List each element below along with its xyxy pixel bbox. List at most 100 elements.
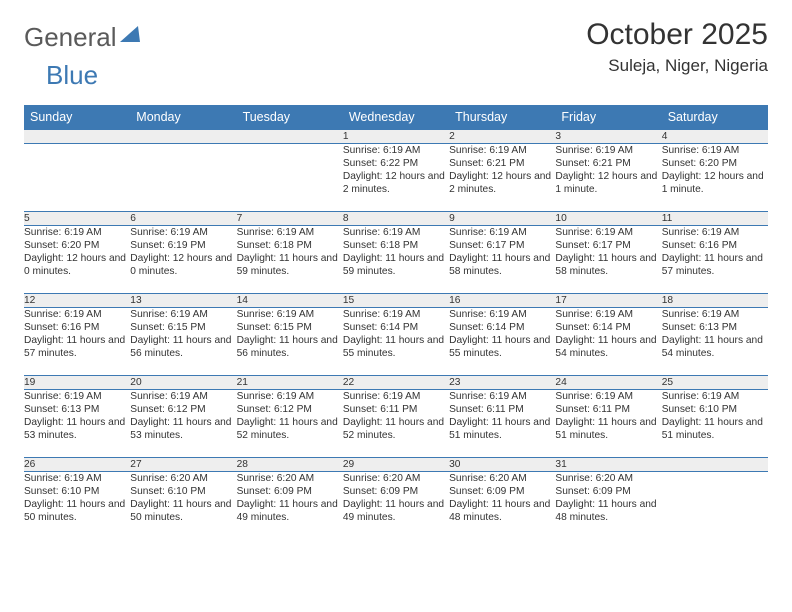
day-cell: Sunrise: 6:20 AMSunset: 6:09 PMDaylight:… bbox=[449, 472, 555, 540]
day-number: 25 bbox=[662, 376, 768, 390]
day-cell bbox=[24, 144, 130, 212]
day-number: 7 bbox=[237, 212, 343, 226]
sunset-text: Sunset: 6:13 PM bbox=[24, 403, 130, 416]
day-cell: Sunrise: 6:20 AMSunset: 6:10 PMDaylight:… bbox=[130, 472, 236, 540]
day-number: 15 bbox=[343, 294, 449, 308]
sunset-text: Sunset: 6:10 PM bbox=[130, 485, 236, 498]
daylight-text: Daylight: 11 hours and 54 minutes. bbox=[662, 334, 768, 360]
day-number: 10 bbox=[555, 212, 661, 226]
sunset-text: Sunset: 6:09 PM bbox=[555, 485, 661, 498]
calendar-body: 1234Sunrise: 6:19 AMSunset: 6:22 PMDayli… bbox=[24, 130, 768, 540]
daylight-text: Daylight: 11 hours and 57 minutes. bbox=[662, 252, 768, 278]
day-number: 14 bbox=[237, 294, 343, 308]
title-block: October 2025 Suleja, Niger, Nigeria bbox=[586, 18, 768, 76]
daylight-text: Daylight: 11 hours and 54 minutes. bbox=[555, 334, 661, 360]
sunset-text: Sunset: 6:10 PM bbox=[662, 403, 768, 416]
sunrise-text: Sunrise: 6:19 AM bbox=[343, 226, 449, 239]
daylight-text: Daylight: 11 hours and 58 minutes. bbox=[449, 252, 555, 278]
daylight-text: Daylight: 11 hours and 48 minutes. bbox=[449, 498, 555, 524]
day-number: 11 bbox=[662, 212, 768, 226]
day-cell: Sunrise: 6:19 AMSunset: 6:20 PMDaylight:… bbox=[24, 226, 130, 294]
daylight-text: Daylight: 12 hours and 1 minute. bbox=[662, 170, 768, 196]
day-number: 26 bbox=[24, 458, 130, 472]
sunrise-text: Sunrise: 6:20 AM bbox=[343, 472, 449, 485]
sunset-text: Sunset: 6:11 PM bbox=[343, 403, 449, 416]
day-cell bbox=[237, 144, 343, 212]
day-cell: Sunrise: 6:19 AMSunset: 6:11 PMDaylight:… bbox=[449, 390, 555, 458]
day-cell: Sunrise: 6:19 AMSunset: 6:13 PMDaylight:… bbox=[24, 390, 130, 458]
daylight-text: Daylight: 11 hours and 52 minutes. bbox=[343, 416, 449, 442]
day-cell: Sunrise: 6:19 AMSunset: 6:10 PMDaylight:… bbox=[662, 390, 768, 458]
daylight-text: Daylight: 11 hours and 55 minutes. bbox=[449, 334, 555, 360]
daylight-text: Daylight: 11 hours and 51 minutes. bbox=[662, 416, 768, 442]
day-number: 18 bbox=[662, 294, 768, 308]
day-cell: Sunrise: 6:19 AMSunset: 6:16 PMDaylight:… bbox=[662, 226, 768, 294]
day-number: 28 bbox=[237, 458, 343, 472]
calendar-table: Sunday Monday Tuesday Wednesday Thursday… bbox=[24, 105, 768, 540]
daynum-row: 19202122232425 bbox=[24, 376, 768, 390]
sunrise-text: Sunrise: 6:19 AM bbox=[130, 226, 236, 239]
daylight-text: Daylight: 11 hours and 49 minutes. bbox=[343, 498, 449, 524]
sunset-text: Sunset: 6:18 PM bbox=[237, 239, 343, 252]
daylight-text: Daylight: 11 hours and 52 minutes. bbox=[237, 416, 343, 442]
sunrise-text: Sunrise: 6:20 AM bbox=[449, 472, 555, 485]
daynum-row: 567891011 bbox=[24, 212, 768, 226]
content-row: Sunrise: 6:19 AM Sunset: 6:22 PM Daylight:… bbox=[24, 144, 768, 212]
day-cell: Sunrise: 6:19 AMSunset: 6:14 PMDaylight:… bbox=[449, 308, 555, 376]
day-cell: Sunrise: 6:20 AMSunset: 6:09 PMDaylight:… bbox=[237, 472, 343, 540]
daylight-text: Daylight: 11 hours and 51 minutes. bbox=[555, 416, 661, 442]
sunrise-text: Sunrise: 6:19 AM bbox=[24, 472, 130, 485]
brand-logo: General bbox=[24, 22, 142, 53]
sunrise-text: Sunrise: 6:19 AM bbox=[555, 144, 661, 157]
daylight-text: Daylight: 11 hours and 56 minutes. bbox=[130, 334, 236, 360]
weekday-header-row: Sunday Monday Tuesday Wednesday Thursday… bbox=[24, 105, 768, 130]
sunrise-text: Sunrise: 6:19 AM bbox=[662, 308, 768, 321]
sunrise-text: Sunrise: 6:19 AM bbox=[24, 308, 130, 321]
sunrise-text: Sunrise: 6:19 AM bbox=[343, 308, 449, 321]
brand-text-1: General bbox=[24, 22, 117, 53]
sunset-text: Sunset: 6:19 PM bbox=[130, 239, 236, 252]
content-row: Sunrise: 6:19 AMSunset: 6:13 PMDaylight:… bbox=[24, 390, 768, 458]
sunset-text: Sunset: 6:11 PM bbox=[555, 403, 661, 416]
sunset-text: Sunset: 6:09 PM bbox=[449, 485, 555, 498]
daylight-text: Daylight: 11 hours and 53 minutes. bbox=[24, 416, 130, 442]
weekday-header: Monday bbox=[130, 105, 236, 130]
sunset-text: Sunset: 6:13 PM bbox=[662, 321, 768, 334]
day-number: 22 bbox=[343, 376, 449, 390]
day-cell: Sunrise: 6:19 AMSunset: 6:17 PMDaylight:… bbox=[555, 226, 661, 294]
sunrise-text: Sunrise: 6:19 AM bbox=[343, 390, 449, 403]
weekday-header: Friday bbox=[555, 105, 661, 130]
day-cell: Sunrise: 6:19 AMSunset: 6:18 PMDaylight:… bbox=[237, 226, 343, 294]
day-number: 24 bbox=[555, 376, 661, 390]
sunrise-text: Sunrise: 6:19 AM bbox=[24, 390, 130, 403]
daylight-text: Daylight: 11 hours and 59 minutes. bbox=[237, 252, 343, 278]
sunrise-text: Sunrise: 6:19 AM bbox=[24, 226, 130, 239]
sunrise-text: Sunrise: 6:19 AM bbox=[449, 308, 555, 321]
sunset-text: Sunset: 6:14 PM bbox=[449, 321, 555, 334]
sunset-text: Sunset: 6:09 PM bbox=[237, 485, 343, 498]
sunset-text: Sunset: 6:18 PM bbox=[343, 239, 449, 252]
day-number: 31 bbox=[555, 458, 661, 472]
day-number: 27 bbox=[130, 458, 236, 472]
sunrise-text: Sunrise: 6:19 AM bbox=[237, 308, 343, 321]
sunrise-text: Sunrise: 6:19 AM bbox=[237, 390, 343, 403]
sunset-text: Sunset: 6:20 PM bbox=[662, 157, 768, 170]
day-number bbox=[130, 130, 236, 144]
sail-icon bbox=[120, 26, 142, 49]
sunset-text: Sunset: 6:22 PM bbox=[343, 157, 449, 170]
day-cell: Sunrise: 6:19 AMSunset: 6:15 PMDaylight:… bbox=[130, 308, 236, 376]
content-row: Sunrise: 6:19 AMSunset: 6:16 PMDaylight:… bbox=[24, 308, 768, 376]
day-number: 2 bbox=[449, 130, 555, 144]
day-number: 12 bbox=[24, 294, 130, 308]
daylight-text: Daylight: 11 hours and 53 minutes. bbox=[130, 416, 236, 442]
sunrise-text: Sunrise: 6:19 AM bbox=[449, 390, 555, 403]
day-number: 1 bbox=[343, 130, 449, 144]
sunset-text: Sunset: 6:11 PM bbox=[449, 403, 555, 416]
day-cell: Sunrise: 6:19 AMSunset: 6:17 PMDaylight:… bbox=[449, 226, 555, 294]
sunset-text: Sunset: 6:16 PM bbox=[662, 239, 768, 252]
day-number: 29 bbox=[343, 458, 449, 472]
day-cell: Sunrise: 6:19 AMSunset: 6:16 PMDaylight:… bbox=[24, 308, 130, 376]
sunrise-text: Sunrise: 6:19 AM bbox=[449, 226, 555, 239]
sunrise-text: Sunrise: 6:19 AM bbox=[662, 390, 768, 403]
month-title: October 2025 bbox=[586, 18, 768, 52]
